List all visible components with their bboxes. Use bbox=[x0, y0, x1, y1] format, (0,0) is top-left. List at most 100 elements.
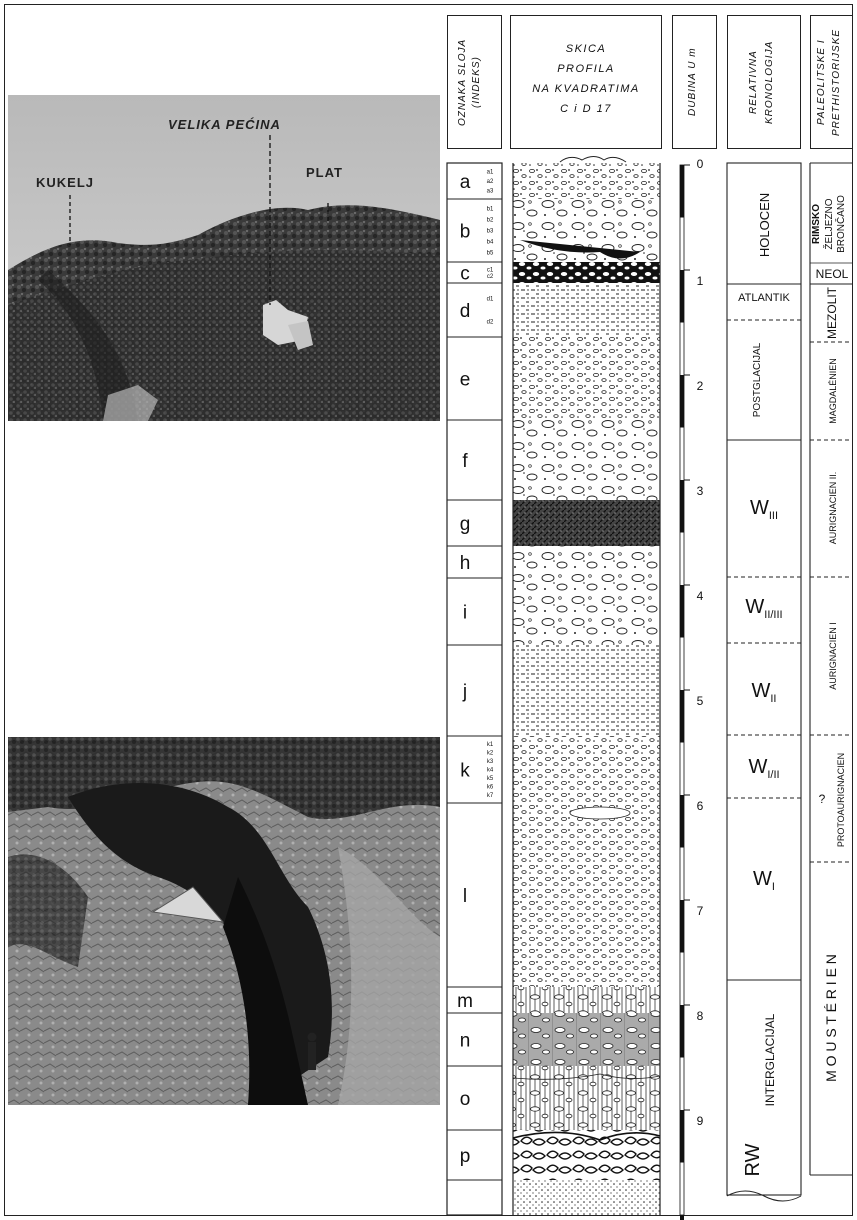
sublayer-label-b2: b2 bbox=[487, 218, 494, 224]
header-sketch-line1: SKICA bbox=[565, 43, 607, 55]
sketch-layer-c bbox=[513, 262, 660, 283]
depth-scale-segment bbox=[680, 375, 684, 428]
sketch-bedding-line bbox=[512, 1073, 661, 1080]
culture-magdalenien: MAGDALÉNIEN bbox=[828, 358, 838, 424]
chron-interglacial: INTERGLACIJAL bbox=[763, 1013, 777, 1106]
header-sketch-line3: NA KVADRATIMA bbox=[532, 83, 640, 95]
header-sketch: SKICA PROFILA NA KVADRATIMA C i D 17 bbox=[510, 15, 662, 149]
depth-tick-label-8: 8 bbox=[697, 1009, 704, 1023]
sketch-layer-d bbox=[513, 283, 660, 337]
layer-label-k: k bbox=[460, 761, 470, 782]
depth-tick-label-0: 0 bbox=[697, 157, 704, 171]
sublayer-label-k3: k3 bbox=[487, 759, 494, 765]
layer-label-o: o bbox=[460, 1089, 471, 1110]
sublayer-label-c2: c2 bbox=[487, 274, 494, 280]
layer-label-m: m bbox=[457, 991, 473, 1012]
chron-w3: WIII bbox=[750, 497, 778, 522]
sketch-dark-lens bbox=[520, 240, 640, 259]
chron-w2: WII bbox=[751, 680, 776, 705]
header-chronology: RELATIVNA KRONOLOGIJA bbox=[727, 15, 801, 149]
chronology-column-border bbox=[726, 162, 802, 1196]
sketch-layer-g bbox=[513, 500, 660, 546]
sublayer-label-a2: a2 bbox=[487, 179, 494, 185]
sublayer-label-b4: b4 bbox=[487, 240, 494, 246]
header-layer-index-line2: (INDEKS) bbox=[471, 56, 482, 108]
sketch-layer-h bbox=[513, 546, 660, 578]
depth-scale-segment bbox=[680, 900, 684, 953]
culture-aurignacien1: AURIGNACIEN I bbox=[828, 622, 838, 690]
layer-label-d: d bbox=[460, 301, 471, 322]
chron-w23-sub: II/III bbox=[764, 609, 782, 621]
header-chronology-line2: KRONOLOGIJA bbox=[764, 40, 775, 124]
layer-label-h: h bbox=[460, 553, 471, 574]
sublayer-label-k2: k2 bbox=[487, 751, 494, 757]
sublayer-label-b1: b1 bbox=[487, 207, 494, 213]
sublayer-label-b3: b3 bbox=[487, 229, 494, 235]
sublayer-label-k6: k6 bbox=[487, 784, 494, 790]
layer-label-a: a bbox=[460, 172, 471, 193]
header-cultures-line1: PALEOLITSKE I bbox=[816, 39, 827, 125]
depth-scale-segment bbox=[680, 1005, 684, 1058]
layer-label-j: j bbox=[462, 682, 467, 703]
index-column-border bbox=[446, 162, 503, 1216]
depth-scale-segment bbox=[680, 165, 684, 218]
culture-mousterien: M O U S T É R I E N bbox=[823, 954, 839, 1082]
layer-label-n: n bbox=[460, 1031, 471, 1052]
culture-mezolit: MEZOLIT bbox=[825, 286, 839, 339]
depth-scale-segment bbox=[680, 690, 684, 743]
sublayer-label-d2: d2 bbox=[487, 320, 494, 326]
chron-w1-sub: I bbox=[772, 881, 775, 893]
depth-tick-label-9: 9 bbox=[697, 1114, 704, 1128]
sketch-bedding-wave bbox=[512, 1131, 661, 1141]
sublayer-label-k4: k4 bbox=[487, 768, 494, 774]
cave-entrance-image bbox=[8, 737, 440, 1105]
sketch-layer-o bbox=[513, 1066, 660, 1130]
depth-tick-label-1: 1 bbox=[697, 274, 704, 288]
culture-zeljezno: ŽELJEZNO bbox=[822, 198, 835, 249]
depth-tick-label-3: 3 bbox=[697, 484, 704, 498]
depth-scale-segment bbox=[680, 585, 684, 638]
depth-scale-segment bbox=[680, 1110, 684, 1163]
depth-tick-label-7: 7 bbox=[697, 904, 704, 918]
header-chronology-line1: RELATIVNA bbox=[748, 50, 759, 114]
sketch-stone-block bbox=[569, 806, 631, 820]
header-cultures-line2: PRETHISTORIJSKE bbox=[831, 28, 842, 136]
sketch-column-edges bbox=[512, 163, 661, 1215]
plate-frame bbox=[4, 4, 853, 1216]
sketch-layer-l bbox=[513, 803, 660, 987]
culture-broncano: BRONČANO bbox=[834, 195, 847, 253]
layer-label-f: f bbox=[462, 451, 468, 472]
culture-protoaurignacien: PROTOAURIGNACIEN bbox=[836, 753, 846, 847]
chron-w12-sub: I/II bbox=[767, 769, 779, 781]
chron-rw: RW bbox=[742, 1143, 764, 1176]
layer-label-c: c bbox=[460, 264, 470, 285]
chron-w23-main: W bbox=[745, 596, 764, 618]
depth-tick-label-2: 2 bbox=[697, 379, 704, 393]
velika-pecina-label: VELIKA PEĆINA bbox=[168, 117, 281, 132]
layer-label-e: e bbox=[460, 370, 471, 391]
chron-w23: WII/III bbox=[745, 596, 782, 621]
chron-atlantik: ATLANTIK bbox=[738, 292, 790, 304]
cave-entrance-photo bbox=[8, 737, 440, 1105]
chron-w1: WI bbox=[753, 868, 775, 893]
kukelj-label: KUKELJ bbox=[36, 175, 95, 190]
layer-label-l: l bbox=[463, 886, 467, 907]
hillside-photo-image bbox=[8, 95, 440, 421]
chron-holocen: HOLOCEN bbox=[757, 193, 772, 257]
header-layer-index: OZNAKA SLOJA (INDEKS) bbox=[447, 15, 502, 149]
sketch-layer-i bbox=[513, 578, 660, 645]
sublayer-label-k1: k1 bbox=[487, 742, 494, 748]
header-sketch-line2: PROFILA bbox=[557, 63, 615, 75]
sketch-layer-j bbox=[513, 645, 660, 736]
sketch-layer-n bbox=[513, 1013, 660, 1066]
header-layer-index-line1: OZNAKA SLOJA bbox=[457, 38, 468, 126]
chron-w3-main: W bbox=[750, 497, 769, 519]
depth-scale-segment bbox=[680, 795, 684, 848]
sketch-layer-a bbox=[513, 163, 660, 199]
depth-scale-segment bbox=[680, 480, 684, 533]
sketch-layer-k bbox=[513, 736, 660, 803]
hillside-photo: VELIKA PEĆINA KUKELJ PLAT bbox=[8, 95, 440, 421]
chronology-bottom-wave bbox=[726, 1190, 802, 1202]
depth-tick-label-4: 4 bbox=[697, 589, 704, 603]
